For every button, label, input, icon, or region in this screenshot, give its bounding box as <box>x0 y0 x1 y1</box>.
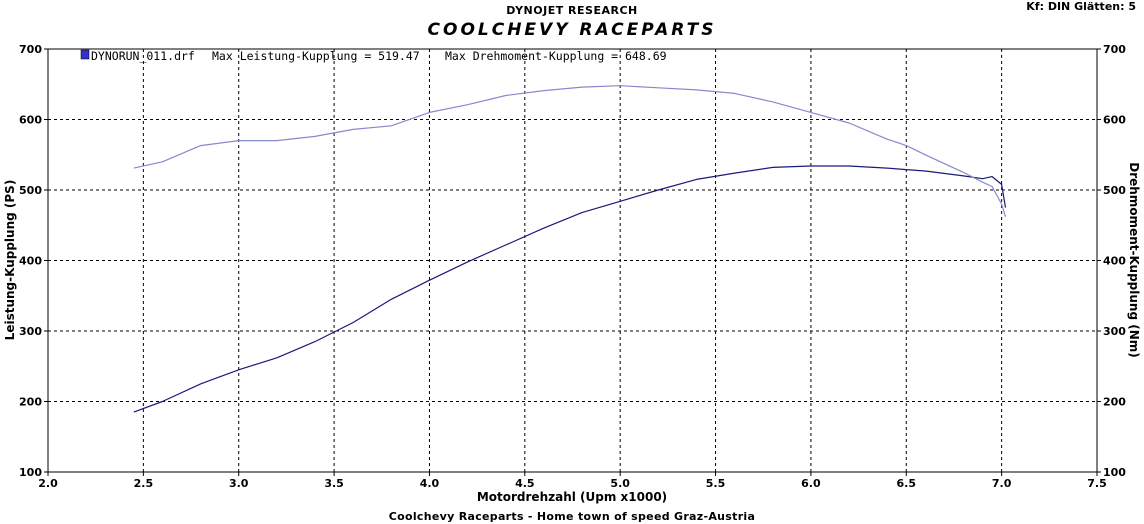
legend: DYNORUN_011.drf Max Leistung-Kupplung = … <box>80 49 667 63</box>
legend-run-name: DYNORUN_011.drf <box>91 49 195 63</box>
y-tick-label: 600 <box>19 114 42 127</box>
series-line-drehmoment <box>133 85 1007 217</box>
y2-tick-label: 400 <box>1103 255 1126 268</box>
x-tick-label: 5.5 <box>706 477 726 490</box>
legend-power-max: Max Leistung-Kupplung = 519.47 <box>212 49 420 63</box>
y2-tick-label: 100 <box>1103 466 1126 479</box>
y-tick-label: 700 <box>19 43 42 56</box>
y2-tick-label: 200 <box>1103 396 1126 409</box>
footer-caption: Coolchevy Raceparts - Home town of speed… <box>388 510 756 523</box>
x-axis-label: Motordrehzahl (Upm x1000) <box>477 490 667 504</box>
y2-tick-label: 300 <box>1103 325 1126 338</box>
legend-torque-max: Max Drehmoment-Kupplung = 648.69 <box>445 49 667 63</box>
y-tick-label: 400 <box>19 255 42 268</box>
y-tick-label: 500 <box>19 184 42 197</box>
series-lines <box>133 85 1007 413</box>
x-tick-label: 3.0 <box>229 477 249 490</box>
y-tick-label: 100 <box>19 466 42 479</box>
x-tick-label: 3.5 <box>324 477 344 490</box>
y2-tick-label: 700 <box>1103 43 1126 56</box>
series-line-leistung <box>133 165 1007 413</box>
y2-axis-label: Drehmoment-Kupplung (Nm) <box>1127 162 1141 358</box>
brand-title: COOLCHEVY RACEPARTS <box>427 20 717 40</box>
settings-info: Kf: DIN Glätten: 5 <box>1026 0 1136 13</box>
x-tick-label: 5.0 <box>610 477 630 490</box>
x-tick-label: 2.5 <box>134 477 154 490</box>
x-tick-label: 7.0 <box>992 477 1012 490</box>
y2-tick-label: 500 <box>1103 184 1126 197</box>
grid-lines <box>48 49 1097 472</box>
chart-header-title: DYNOJET RESEARCH <box>506 4 638 17</box>
x-tick-label: 6.0 <box>801 477 821 490</box>
plot-frame <box>44 48 1101 476</box>
x-tick-label: 4.0 <box>420 477 440 490</box>
y-tick-label: 300 <box>19 325 42 338</box>
y2-tick-label: 600 <box>1103 114 1126 127</box>
x-tick-label: 6.5 <box>897 477 917 490</box>
y-tick-label: 200 <box>19 396 42 409</box>
legend-swatch <box>80 49 90 60</box>
tick-labels: 2.0 2.5 3.0 3.5 4.0 4.5 5.0 5.5 6.0 6.5 7.0 7.51002… <box>19 43 1126 490</box>
x-tick-label: 7.5 <box>1087 477 1107 490</box>
x-tick-label: 4.5 <box>515 477 535 490</box>
x-tick-label: 2.0 <box>38 477 58 490</box>
y-axis-label: Leistung-Kupplung (PS) <box>3 180 17 341</box>
